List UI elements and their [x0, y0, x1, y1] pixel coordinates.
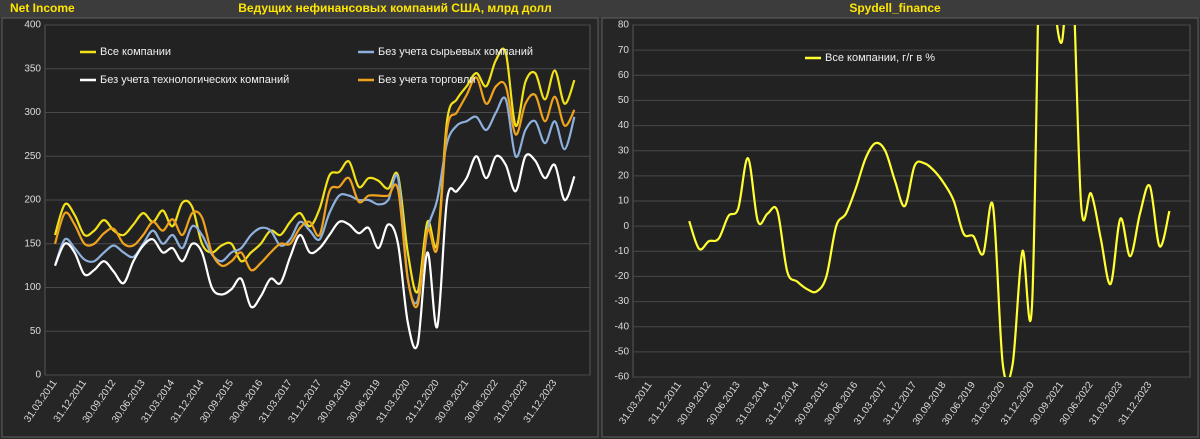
y-tick-label: 40 — [618, 120, 630, 131]
y-tick-label: 70 — [618, 45, 630, 56]
y-tick-label: 60 — [618, 70, 630, 81]
chart-title: Spydell_finance — [849, 1, 941, 15]
legend-label: Без учета сырьевых компаний — [378, 46, 533, 58]
series-group — [688, 25, 1171, 377]
series-line — [688, 25, 1171, 377]
y-tick-label: 30 — [618, 145, 630, 156]
y-tick-label: -10 — [615, 246, 630, 257]
series-group — [53, 47, 576, 350]
y-tick-label: -30 — [615, 296, 630, 307]
series-line — [53, 153, 576, 350]
y-tick-label: 350 — [24, 63, 41, 74]
chart-title: Ведущих нефинансовых компаний США, млрд … — [238, 1, 551, 15]
y-tick-label: -60 — [615, 372, 630, 383]
legend-label: Все компании, г/г в % — [825, 52, 935, 64]
legend-label: Все компании — [100, 46, 171, 58]
y-tick-label: 400 — [24, 20, 41, 31]
y-tick-label: 10 — [618, 196, 630, 207]
series-line — [53, 47, 576, 294]
header-band — [0, 0, 1200, 18]
y-tick-label: 50 — [30, 326, 42, 337]
y-tick-label: 50 — [618, 95, 630, 106]
y-tick-label: 200 — [24, 195, 41, 206]
series-line — [53, 76, 576, 309]
y-tick-label: 100 — [24, 282, 41, 293]
y-tick-label: -40 — [615, 321, 630, 332]
y-tick-label: 80 — [618, 20, 630, 31]
legend-label: Без учета торговли — [378, 74, 475, 86]
y-tick-label: 250 — [24, 151, 41, 162]
y-tick-label: -50 — [615, 346, 630, 357]
y-tick-label: 0 — [35, 370, 41, 381]
legend-label: Без учета технологических компаний — [100, 74, 289, 86]
y-tick-label: -20 — [615, 271, 630, 282]
y-tick-label: 300 — [24, 107, 41, 118]
y-tick-label: 150 — [24, 238, 41, 249]
header-left: Net Income — [10, 1, 75, 15]
y-tick-label: 0 — [623, 221, 629, 232]
y-tick-label: 20 — [618, 170, 630, 181]
series-line — [53, 96, 576, 305]
